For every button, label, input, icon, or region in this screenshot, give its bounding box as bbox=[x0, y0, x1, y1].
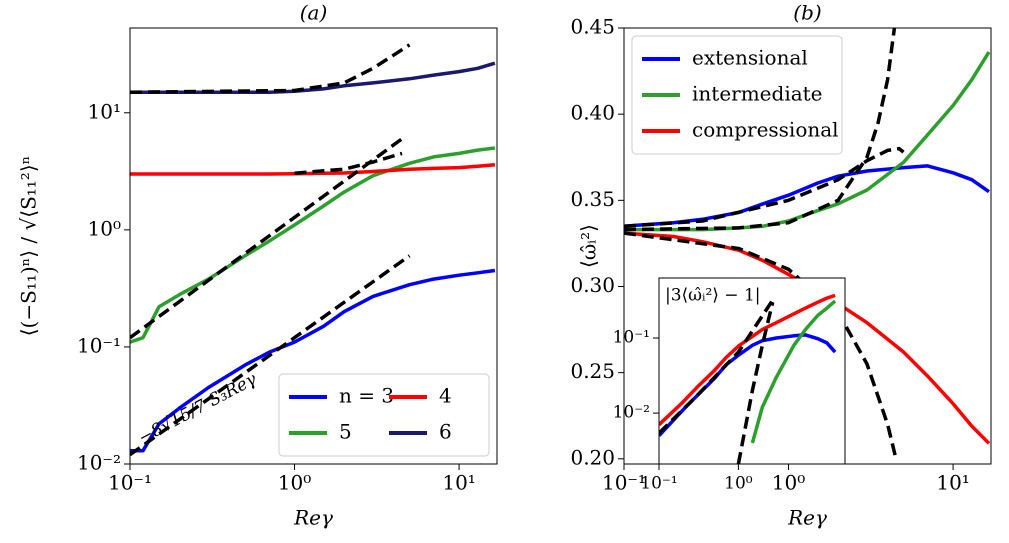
series-line bbox=[624, 164, 990, 228]
series-line bbox=[130, 146, 496, 344]
reference-line bbox=[659, 299, 775, 435]
legend-label: extensional bbox=[692, 46, 808, 70]
reference-line bbox=[294, 151, 403, 175]
y-tick-label: 0.40 bbox=[570, 101, 615, 125]
x-axis-label: Reγ bbox=[293, 506, 333, 530]
y-tick-label: 10⁻² bbox=[77, 451, 121, 475]
y-tick-label: 0.35 bbox=[570, 187, 615, 211]
y-axis-label: ⟨(−S₁₁)ⁿ⟩ / √⟨S₁₁²⟩ⁿ bbox=[17, 156, 41, 337]
panel-title: (a) bbox=[300, 1, 328, 25]
reference-line bbox=[624, 146, 905, 228]
y-tick-label: 10⁰ bbox=[88, 216, 121, 240]
legend-label: n = 3 bbox=[339, 384, 394, 408]
y-tick-label: 0.25 bbox=[570, 359, 615, 383]
x-tick-label: 10⁻¹ bbox=[602, 471, 646, 495]
y-tick-label: 10⁻¹ bbox=[77, 333, 121, 357]
legend-label: 6 bbox=[439, 420, 452, 444]
legend-label: 4 bbox=[439, 384, 452, 408]
x-tick-label: 10¹ bbox=[442, 471, 475, 495]
series-line bbox=[624, 51, 991, 232]
legend-label: compressional bbox=[692, 118, 839, 142]
series-line bbox=[130, 268, 496, 453]
reference-line bbox=[130, 254, 411, 457]
y-tick-label: 0.20 bbox=[570, 445, 615, 469]
axes-frame bbox=[658, 277, 846, 465]
y-tick-label: 10⁻¹ bbox=[613, 328, 650, 348]
legend-label: 5 bbox=[339, 420, 352, 444]
panel: 10⁻¹ 10⁰ 10¹10⁻²10⁻¹10⁰10¹(a)Reγ⟨(−S₁₁)ⁿ⟩ … bbox=[17, 1, 498, 530]
reference-line bbox=[130, 43, 411, 94]
y-axis-label: ⟨ω̂ᵢ²⟩ bbox=[577, 224, 601, 268]
y-tick-label: 10⁻² bbox=[613, 403, 650, 423]
x-tick-label: 10⁻¹ bbox=[108, 471, 152, 495]
x-tick-label: 10⁻¹ bbox=[640, 474, 677, 494]
series-line bbox=[130, 162, 496, 176]
inset: 10⁻¹ 10⁰ 10⁻² 10⁻¹ |3⟨ω̂ᵢ²⟩ − 1| bbox=[613, 277, 846, 494]
x-tick-label: 10⁰ bbox=[724, 474, 753, 494]
inset-label: |3⟨ω̂ᵢ²⟩ − 1| bbox=[665, 286, 761, 306]
y-tick-label: 0.45 bbox=[570, 15, 615, 39]
legend-label: intermediate bbox=[692, 82, 823, 106]
x-axis-label: Reγ bbox=[787, 506, 827, 530]
legend-box bbox=[278, 373, 490, 457]
reference-line bbox=[130, 137, 404, 340]
series-line bbox=[750, 299, 837, 444]
y-tick-label: 0.30 bbox=[570, 273, 615, 297]
reference-line bbox=[624, 28, 897, 232]
reference-line bbox=[736, 301, 775, 464]
x-tick-label: 10⁰ bbox=[278, 471, 311, 495]
y-tick-label: 10¹ bbox=[88, 99, 121, 123]
x-tick-label: 10⁰ bbox=[772, 471, 805, 495]
series-line bbox=[659, 293, 836, 426]
x-tick-label: 10¹ bbox=[936, 471, 969, 495]
plot-area bbox=[659, 278, 845, 464]
panel-title: (b) bbox=[793, 1, 821, 25]
axes-frame bbox=[129, 27, 498, 465]
legend-box bbox=[631, 35, 843, 155]
